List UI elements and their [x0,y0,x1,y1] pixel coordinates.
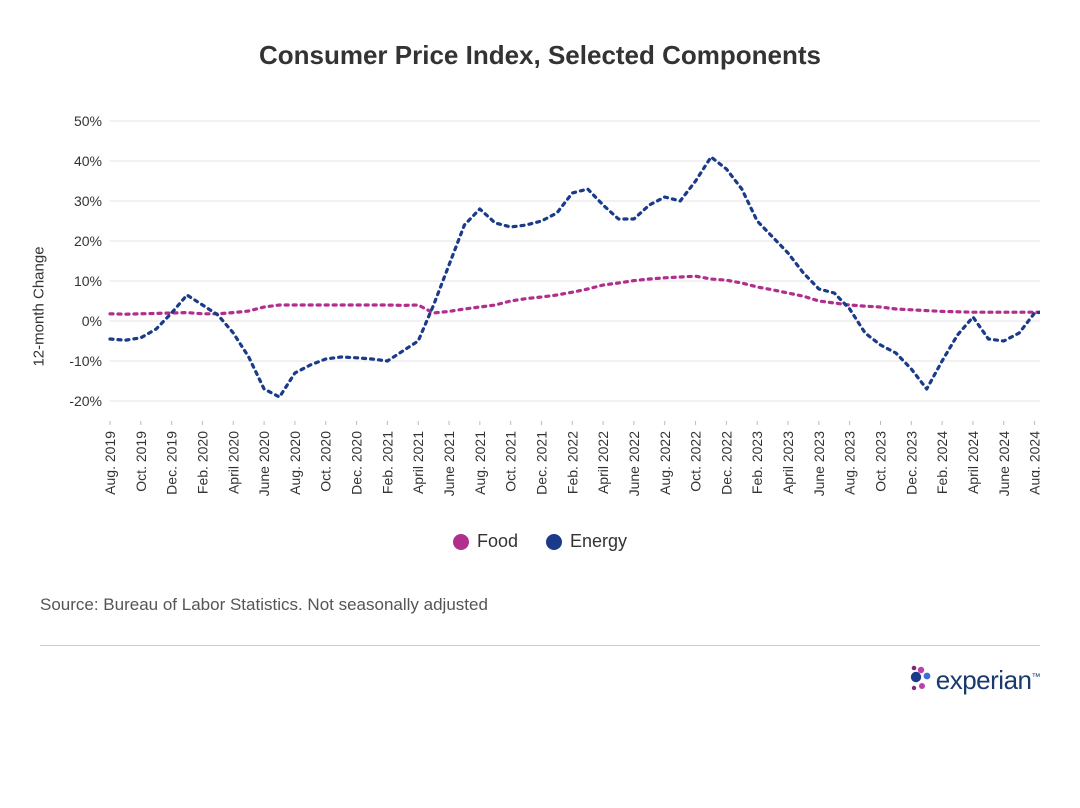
svg-text:Oct. 2023: Oct. 2023 [872,431,888,492]
svg-text:0%: 0% [82,313,102,329]
svg-text:June 2020: June 2020 [256,431,272,497]
svg-text:20%: 20% [74,233,102,249]
svg-text:April 2023: April 2023 [780,431,796,494]
legend: Food Energy [40,531,1040,555]
svg-text:Feb. 2021: Feb. 2021 [379,431,395,494]
svg-text:Dec. 2019: Dec. 2019 [164,431,180,495]
svg-text:Feb. 2024: Feb. 2024 [934,431,950,494]
footer-divider: experian™ [40,645,1040,716]
svg-text:Feb. 2023: Feb. 2023 [749,431,765,494]
logo-dots-icon [908,664,934,698]
svg-text:Aug. 2021: Aug. 2021 [472,431,488,495]
svg-text:10%: 10% [74,273,102,289]
logo-tm: ™ [1032,671,1041,681]
svg-text:Oct. 2019: Oct. 2019 [133,431,149,492]
chart-container: Consumer Price Index, Selected Component… [0,0,1080,808]
svg-text:Aug. 2020: Aug. 2020 [287,431,303,495]
y-axis-label-container: 12-month Change [24,91,54,521]
svg-text:Aug. 2022: Aug. 2022 [657,431,673,495]
svg-text:June 2022: June 2022 [626,431,642,497]
svg-text:June 2021: June 2021 [441,431,457,497]
svg-text:June 2024: June 2024 [996,431,1012,497]
svg-text:Oct. 2022: Oct. 2022 [688,431,704,492]
svg-text:June 2023: June 2023 [811,431,827,497]
chart-area: 12-month Change -20%-10%0%10%20%30%40%50… [40,91,1040,521]
chart-title: Consumer Price Index, Selected Component… [40,40,1040,71]
svg-text:40%: 40% [74,153,102,169]
logo-text: experian™ [936,665,1040,696]
legend-label: Food [477,531,518,552]
legend-marker-icon [546,534,562,550]
svg-text:50%: 50% [74,113,102,129]
svg-text:Aug. 2019: Aug. 2019 [102,431,118,495]
legend-item: Food [453,531,518,552]
legend-marker-icon [453,534,469,550]
svg-text:-20%: -20% [69,393,102,409]
svg-text:-10%: -10% [69,353,102,369]
svg-text:Dec. 2022: Dec. 2022 [718,431,734,495]
svg-text:April 2020: April 2020 [225,431,241,494]
svg-text:Aug. 2024: Aug. 2024 [1027,431,1040,495]
brand-logo: experian™ [908,664,1040,698]
source-text: Source: Bureau of Labor Statistics. Not … [40,595,1040,615]
chart-svg: -20% -10% 0% 10% 20% 30% 40% 50% Aug. 2019 Oct. 2… [40,91,1040,521]
svg-text:April 2024: April 2024 [965,431,981,494]
svg-text:April 2022: April 2022 [595,431,611,494]
svg-text:30%: 30% [74,193,102,209]
logo-wordmark: experian [936,665,1032,695]
svg-text:Oct. 2020: Oct. 2020 [318,431,334,492]
svg-text:Aug. 2023: Aug. 2023 [842,431,858,495]
legend-label: Energy [570,531,627,552]
svg-text:Oct. 2021: Oct. 2021 [503,431,519,492]
svg-text:April 2021: April 2021 [410,431,426,494]
svg-text:Feb. 2020: Feb. 2020 [194,431,210,494]
y-axis-label: 12-month Change [31,246,48,366]
svg-text:Dec. 2021: Dec. 2021 [533,431,549,495]
legend-item: Energy [546,531,627,552]
svg-text:Dec. 2020: Dec. 2020 [349,431,365,495]
svg-text:Dec. 2023: Dec. 2023 [903,431,919,495]
svg-text:Feb. 2022: Feb. 2022 [564,431,580,494]
